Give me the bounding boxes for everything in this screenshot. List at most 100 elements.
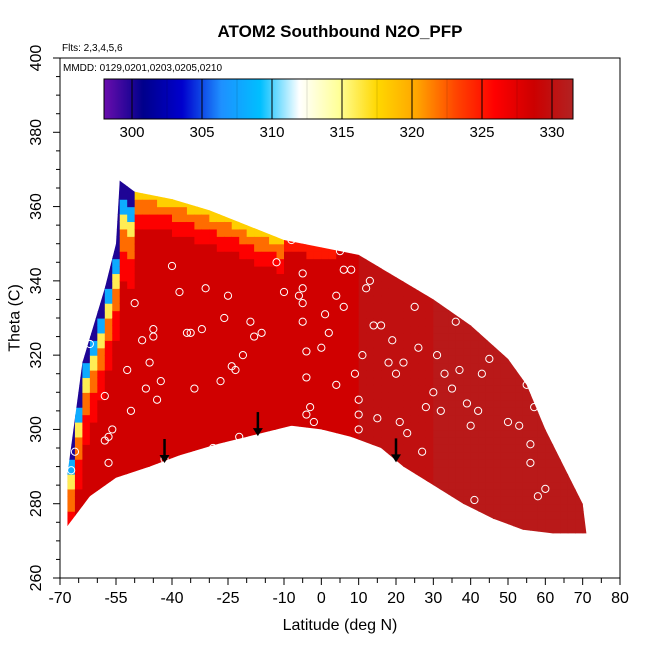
field-cell — [261, 236, 270, 245]
field-cell — [440, 377, 449, 386]
field-cell — [508, 481, 517, 490]
field-cell — [515, 169, 523, 177]
field-cell — [97, 370, 106, 379]
field-cell — [545, 273, 554, 282]
field-cell — [388, 251, 397, 260]
field-cell — [142, 340, 151, 349]
field-cell — [575, 399, 584, 408]
field-cell — [522, 214, 531, 223]
field-cell — [313, 488, 322, 497]
field-cell — [545, 206, 554, 215]
field-cell — [149, 340, 158, 349]
field-cell — [149, 429, 158, 438]
field-cell — [284, 392, 293, 401]
field-cell — [410, 377, 419, 386]
field-cell — [351, 377, 360, 386]
field-cell — [440, 332, 449, 341]
field-cell — [119, 362, 128, 371]
field-cell — [306, 318, 315, 327]
field-cell — [142, 436, 151, 445]
field-cell — [522, 318, 531, 327]
field-cell — [433, 526, 442, 534]
field-cell — [89, 370, 98, 379]
field-cell — [194, 191, 203, 200]
field-cell — [74, 199, 83, 208]
field-cell — [231, 206, 240, 215]
field-cell — [186, 377, 195, 386]
field-cell — [485, 243, 494, 252]
field-cell — [552, 221, 561, 230]
field-cell — [276, 318, 285, 327]
field-cell — [403, 184, 412, 193]
field-cell — [388, 518, 397, 527]
field-cell — [582, 258, 587, 267]
field-cell — [515, 384, 524, 393]
field-cell — [164, 422, 173, 431]
field-cell — [537, 288, 546, 297]
field-cell — [247, 541, 255, 549]
field-cell — [239, 533, 248, 534]
field-cell — [575, 199, 584, 208]
field-cell — [216, 518, 225, 527]
field-cell — [478, 251, 487, 260]
field-cell — [291, 206, 300, 215]
field-cell — [485, 295, 494, 304]
field-cell — [545, 340, 554, 349]
field-cell — [537, 518, 546, 527]
field-cell — [134, 414, 143, 423]
field-cell — [530, 511, 539, 520]
field-cell — [381, 459, 390, 468]
field-cell — [373, 474, 382, 483]
field-cell — [89, 347, 98, 356]
field-cell — [119, 384, 128, 393]
field-cell — [418, 429, 427, 438]
field-cell — [590, 348, 598, 356]
field-cell — [82, 496, 91, 505]
field-cell — [455, 384, 464, 393]
field-cell — [164, 273, 173, 282]
field-cell — [433, 280, 442, 289]
field-cell — [298, 444, 307, 453]
field-cell — [127, 362, 136, 371]
field-cell — [164, 392, 173, 401]
field-cell — [582, 511, 587, 520]
field-cell — [239, 273, 248, 282]
field-cell — [246, 221, 255, 230]
field-cell — [351, 533, 360, 534]
field-cell — [306, 280, 315, 289]
field-cell — [261, 347, 270, 356]
field-cell — [172, 444, 181, 453]
field-cell — [291, 295, 300, 304]
field-cell — [276, 459, 285, 468]
field-cell — [493, 466, 502, 475]
field-cell — [381, 288, 390, 297]
field-cell — [179, 481, 188, 490]
field-cell — [522, 496, 531, 505]
field-cell — [410, 184, 419, 193]
field-cell — [239, 422, 248, 431]
field-cell — [179, 206, 188, 215]
field-cell — [134, 266, 143, 275]
field-cell — [485, 206, 494, 215]
field-cell — [455, 288, 464, 297]
field-cell — [410, 273, 419, 282]
field-cell — [306, 377, 315, 386]
field-cell — [381, 318, 390, 327]
field-cell — [410, 436, 419, 445]
field-cell — [298, 258, 307, 267]
field-cell — [209, 436, 218, 445]
field-cell — [463, 377, 472, 386]
field-cell — [194, 436, 203, 445]
field-cell — [455, 503, 464, 512]
field-cell — [478, 518, 487, 527]
field-cell — [306, 340, 315, 349]
field-cell — [522, 273, 531, 282]
field-cell — [269, 266, 278, 275]
field-cell — [515, 436, 524, 445]
field-cell — [97, 541, 105, 549]
field-cell — [75, 169, 83, 177]
field-cell — [560, 526, 569, 534]
field-cell — [164, 503, 173, 512]
field-cell — [552, 258, 561, 267]
field-cell — [82, 199, 91, 208]
